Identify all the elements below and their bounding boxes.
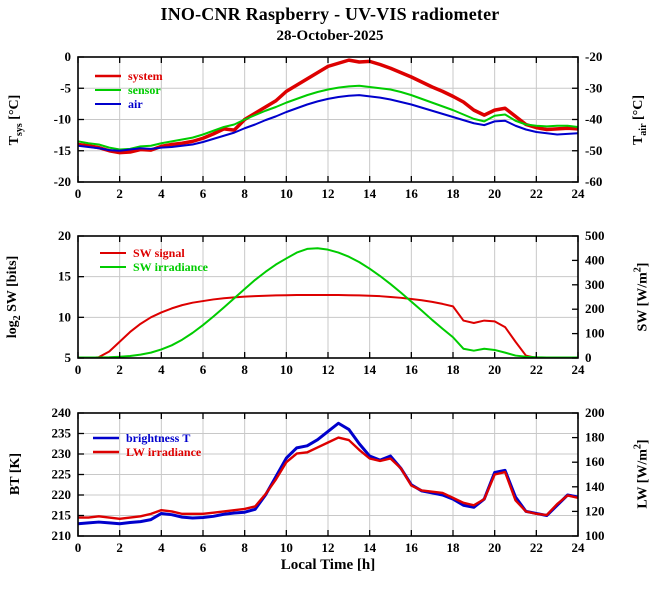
shortwave-right-axis-label: SW [W/m2] [632, 262, 651, 332]
temperature-right-axis-label: Tair [°C] [631, 94, 649, 146]
shortwave-left-axis-label: log2 SW [bits] [5, 255, 23, 339]
longwave-left-axis-label: BT [K] [8, 452, 23, 496]
x-axis-label: Local Time [h] [280, 557, 376, 573]
longwave-right-axis-label: LW [W/m2] [632, 439, 651, 509]
temperature-left-axis-label: Tsys [°C] [7, 94, 25, 146]
